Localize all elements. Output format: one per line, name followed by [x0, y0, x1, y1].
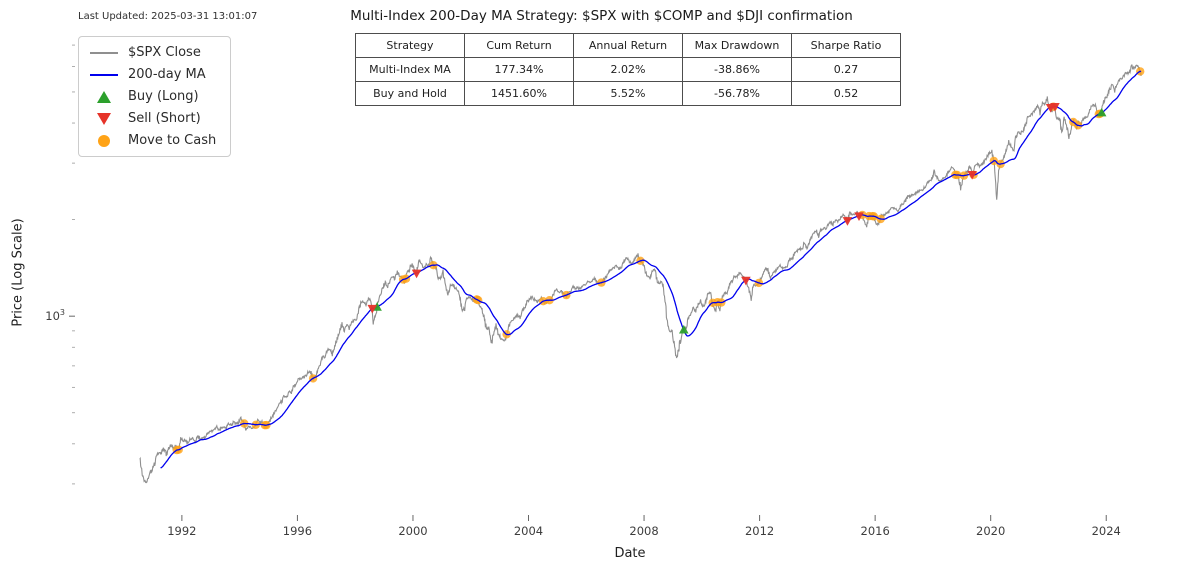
- x-tick-label: 2004: [514, 524, 543, 538]
- buy-markers: [372, 107, 1107, 334]
- sell-marker: [842, 217, 853, 226]
- sell-marker: [1050, 102, 1060, 112]
- circle-icon: [89, 134, 119, 148]
- stats-cell: 0.52: [791, 81, 901, 106]
- legend-item-1[interactable]: 200-day MA: [89, 67, 216, 82]
- stats-header-cell: Cum Return: [464, 33, 574, 58]
- stats-cell: Buy and Hold: [355, 81, 465, 106]
- stats-cell: 0.27: [791, 57, 901, 82]
- legend-item-0[interactable]: $SPX Close: [89, 45, 216, 60]
- sell-marker: [854, 212, 864, 221]
- stats-cell: -38.86%: [682, 57, 792, 82]
- x-tick-label: 2016: [861, 524, 890, 538]
- x-tick-label: 2000: [398, 524, 427, 538]
- legend-label: Buy (Long): [128, 89, 199, 104]
- buy-marker: [678, 324, 689, 334]
- line-swatch-icon: [89, 68, 119, 82]
- line-swatch-icon: [89, 46, 119, 60]
- sell-marker: [967, 170, 977, 180]
- x-tick-label: 2008: [629, 524, 658, 538]
- legend-label: $SPX Close: [128, 45, 201, 60]
- y-axis-label: Price (Log Scale): [10, 218, 26, 327]
- stats-header-cell: Annual Return: [573, 33, 683, 58]
- stats-header-row: Strategy Cum Return Annual Return Max Drawd…: [355, 33, 901, 58]
- legend-label: 200-day MA: [128, 67, 206, 82]
- stats-cell: 5.52%: [573, 81, 683, 106]
- legend-item-4[interactable]: Move to Cash: [89, 133, 216, 148]
- legend-label: Sell (Short): [128, 111, 201, 126]
- stats-cell: 177.34%: [464, 57, 574, 82]
- stats-cell: 1451.60%: [464, 81, 574, 106]
- spx-close-line: [139, 64, 1142, 484]
- stats-header-cell: Max Drawdown: [682, 33, 792, 58]
- sell-marker: [741, 276, 751, 286]
- sell-markers: [367, 102, 1060, 314]
- last-updated-text: Last Updated: 2025-03-31 13:01:07: [78, 11, 258, 22]
- x-axis-label: Date: [614, 546, 646, 561]
- triangle-down-icon: [89, 112, 119, 126]
- chart-title: Multi-Index 200-Day MA Strategy: $SPX wi…: [350, 8, 853, 24]
- x-tick-label: 2024: [1092, 524, 1121, 538]
- y-tick-label: 103: [45, 308, 65, 323]
- sell-marker: [367, 304, 378, 314]
- stats-table: Strategy Cum Return Annual Return Max Drawd…: [355, 33, 901, 106]
- legend-item-3[interactable]: Sell (Short): [89, 111, 216, 126]
- stats-header-cell: Sharpe Ratio: [791, 33, 901, 58]
- legend-label: Move to Cash: [128, 133, 217, 148]
- ma-line: [160, 70, 1142, 469]
- stats-cell: 2.02%: [573, 57, 683, 82]
- triangle-up-icon: [89, 90, 119, 104]
- stats-cell: -56.78%: [682, 81, 792, 106]
- stats-header-cell: Strategy: [355, 33, 465, 58]
- sell-marker: [411, 269, 422, 279]
- x-tick-label: 2020: [976, 524, 1005, 538]
- legend: $SPX Close 200-day MA Buy (Long) Sell (Shor…: [78, 36, 232, 157]
- buy-marker: [1096, 107, 1107, 117]
- x-tick-label: 1992: [167, 524, 196, 538]
- stats-cell: Multi-Index MA: [355, 57, 465, 82]
- legend-item-2[interactable]: Buy (Long): [89, 89, 216, 104]
- x-tick-label: 1996: [283, 524, 312, 538]
- x-tick-label: 2012: [745, 524, 774, 538]
- stats-row-0: Multi-Index MA 177.34% 2.02% -38.86% 0.27: [355, 57, 901, 82]
- move-to-cash-markers: [172, 67, 1145, 455]
- axes: 1992 1996 2000 2004 2008 2012 2016 2020 2024 103: [45, 44, 1121, 538]
- stats-row-1: Buy and Hold 1451.60% 5.52% -56.78% 0.52: [355, 81, 901, 106]
